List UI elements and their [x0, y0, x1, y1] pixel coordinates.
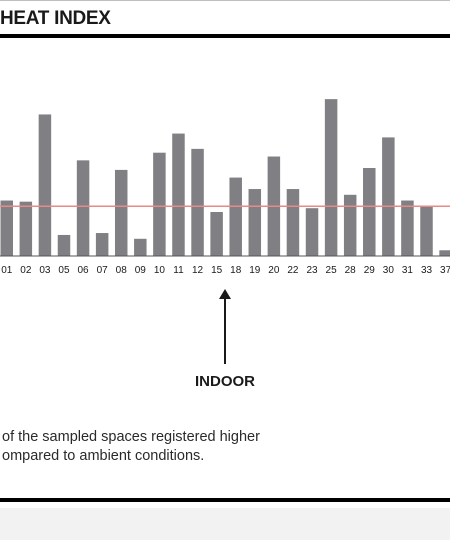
- tick-label-20: 20: [268, 265, 280, 276]
- note-line-1: of the sampled spaces registered higher: [2, 429, 260, 445]
- tick-label-31: 31: [402, 265, 414, 276]
- bar-37: [439, 250, 450, 256]
- tick-label-11: 11: [173, 265, 184, 276]
- bar-30: [382, 137, 395, 256]
- chart-title: HEAT INDEX: [0, 8, 111, 29]
- tick-label-02: 02: [20, 265, 32, 276]
- bar-07: [95, 233, 109, 256]
- bar-22: [286, 189, 300, 256]
- tick-label-01: 01: [1, 265, 13, 276]
- bar-19: [248, 189, 262, 256]
- tick-label-30: 30: [383, 265, 395, 276]
- bar-05: [57, 234, 71, 256]
- tick-label-19: 19: [249, 265, 261, 276]
- title-rule: [0, 34, 450, 38]
- tick-label-25: 25: [326, 265, 338, 276]
- tick-label-09: 09: [135, 265, 147, 276]
- bar-06: [76, 160, 90, 256]
- tick-label-03: 03: [39, 265, 51, 276]
- indoor-label: INDOOR: [195, 373, 255, 390]
- bar-15: [210, 212, 223, 256]
- bottom-rule: [0, 498, 450, 502]
- bar-31: [401, 200, 414, 256]
- tick-label-05: 05: [58, 265, 70, 276]
- bar-28: [343, 194, 357, 256]
- bar-12: [191, 148, 204, 256]
- bar-01: [0, 200, 13, 256]
- tick-label-28: 28: [345, 265, 357, 276]
- tick-label-33: 33: [421, 265, 433, 276]
- up-arrow-icon: [219, 289, 231, 299]
- arrow-shaft: [224, 296, 226, 364]
- bar-09: [134, 238, 147, 256]
- bar-18: [229, 177, 242, 256]
- bar-11: [172, 133, 185, 256]
- bar-08: [114, 169, 128, 256]
- bar-33: [420, 206, 433, 256]
- note-text: of the sampled spaces registered higher …: [2, 428, 260, 466]
- tick-label-10: 10: [154, 265, 166, 276]
- bar-25: [324, 99, 338, 256]
- bar-03: [38, 114, 52, 256]
- tick-label-23: 23: [306, 265, 318, 276]
- bar-10: [153, 152, 166, 256]
- note-line-2: ompared to ambient conditions.: [2, 448, 205, 464]
- bar-23: [305, 208, 319, 256]
- tick-label-12: 12: [192, 265, 204, 276]
- report-panel: HEAT INDEX 01 02 03 05 06 07 08 09 10 11 12 15 18 19 2…: [0, 0, 450, 508]
- tick-label-29: 29: [364, 265, 376, 276]
- bar-29: [363, 168, 376, 256]
- tick-label-06: 06: [78, 265, 90, 276]
- tick-label-08: 08: [116, 265, 128, 276]
- tick-label-15: 15: [211, 265, 223, 276]
- tick-label-18: 18: [230, 265, 242, 276]
- top-border: [0, 0, 450, 1]
- tick-label-07: 07: [97, 265, 109, 276]
- tick-label-37: 37: [440, 265, 450, 276]
- heat-index-bar-chart: 01 02 03 05 06 07 08 09 10 11 12 15 18 19 20 22 23 25 28 29…: [0, 99, 450, 276]
- bar-02: [19, 201, 33, 256]
- tick-label-22: 22: [287, 265, 299, 276]
